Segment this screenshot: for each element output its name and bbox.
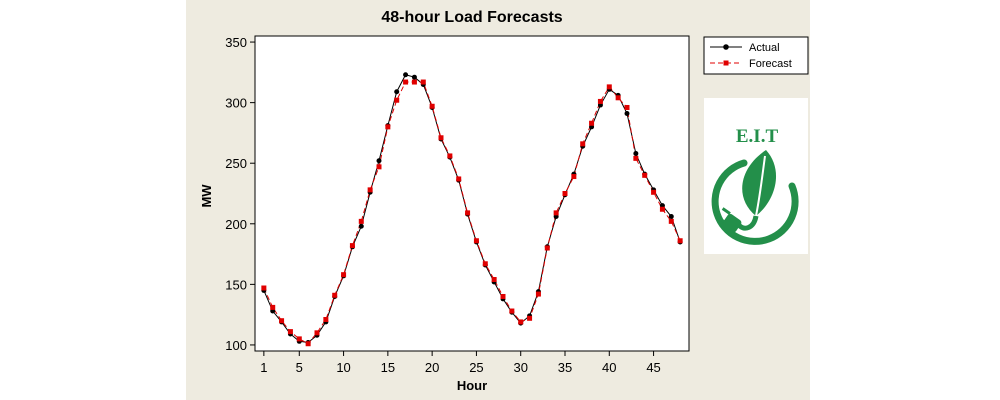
data-point-forecast [270,304,276,310]
x-tick-label: 40 [602,360,616,375]
eit-logo: E.I.T [704,98,808,254]
data-point-forecast [589,120,595,126]
data-point-forecast [535,291,541,297]
data-point-forecast [553,210,559,216]
y-tick-label: 200 [225,217,247,232]
x-tick-label: 25 [469,360,483,375]
data-point-forecast [651,189,657,195]
data-point-forecast [394,97,400,103]
data-point-forecast [491,277,497,283]
x-tick-label: 45 [646,360,660,375]
data-point-forecast [518,319,524,325]
data-point-forecast [385,124,391,130]
y-tick-label: 250 [225,156,247,171]
x-tick-label: 20 [425,360,439,375]
data-point-forecast [429,103,435,109]
data-point-forecast [314,330,320,336]
y-tick-label: 300 [225,96,247,111]
data-point-forecast [447,153,453,159]
data-point-forecast [571,174,577,180]
series-layer [261,72,683,347]
data-point-actual [358,223,364,229]
legend-label: Actual [749,42,780,54]
chart-title: 48-hour Load Forecasts [381,9,562,26]
plug-icon [716,207,742,233]
data-point-forecast [367,187,373,193]
legend-label: Forecast [749,58,792,70]
y-tick-label: 100 [225,338,247,353]
data-point-forecast [411,79,417,85]
y-tick-label: 350 [225,35,247,50]
y-axis-label: MW [199,184,214,208]
plot-area [254,35,690,352]
data-point-actual [403,72,409,78]
data-point-forecast [500,293,506,299]
x-tick-label: 35 [558,360,572,375]
data-point-forecast [544,245,550,251]
data-point-forecast [677,238,683,244]
data-point-forecast [659,206,665,212]
data-point-forecast [633,155,639,161]
data-point-forecast [473,238,479,244]
data-point-actual [411,74,417,80]
data-point-actual [633,151,639,157]
data-point-forecast [438,135,444,141]
logo-text: E.I.T [736,126,779,147]
data-point-actual [668,214,674,220]
data-point-forecast [509,308,515,314]
data-point-forecast [261,285,267,291]
data-point-forecast [287,329,293,335]
data-point-forecast [456,176,462,182]
data-point-forecast [358,218,364,224]
data-point-forecast [279,318,285,324]
data-point-forecast [349,243,355,249]
x-axis-label: Hour [457,378,487,393]
logo-ring [711,159,799,245]
data-point-forecast [332,292,338,298]
data-point-forecast [580,141,586,147]
data-point-forecast [376,164,382,170]
data-point-forecast [305,341,311,347]
y-axis: 100 150 200 250 300 350 [225,35,255,353]
x-tick-label: 10 [336,360,350,375]
data-point-forecast [420,79,426,85]
x-tick-label: 15 [381,360,395,375]
data-point-forecast [527,315,533,321]
data-point-forecast [606,84,612,90]
data-point-forecast [465,210,471,216]
legend: Actual Forecast [703,36,809,75]
data-point-forecast [482,261,488,267]
data-point-forecast [562,191,568,196]
data-point-actual [394,89,400,95]
x-tick-label: 5 [296,360,303,375]
leaf-icon [742,150,777,216]
legend-entries: Actual Forecast [710,42,792,70]
legend-marker [723,44,729,50]
legend-box [703,36,809,75]
data-point-forecast [642,172,648,178]
y-tick-label: 150 [225,277,247,292]
data-point-forecast [624,104,630,110]
data-point-actual [624,111,630,117]
data-point-forecast [341,272,347,278]
leaf-vein [755,155,766,217]
x-axis: 1 5 10 15 20 25 30 35 40 45 [260,351,661,375]
x-tick-label: 1 [260,360,267,375]
data-point-actual [376,158,382,164]
x-tick-label: 30 [513,360,527,375]
legend-marker [723,60,729,66]
data-point-forecast [615,95,621,101]
data-point-forecast [668,218,674,224]
data-point-forecast [597,98,603,104]
data-point-forecast [323,317,329,322]
data-point-forecast [403,79,409,85]
data-point-forecast [296,336,302,342]
